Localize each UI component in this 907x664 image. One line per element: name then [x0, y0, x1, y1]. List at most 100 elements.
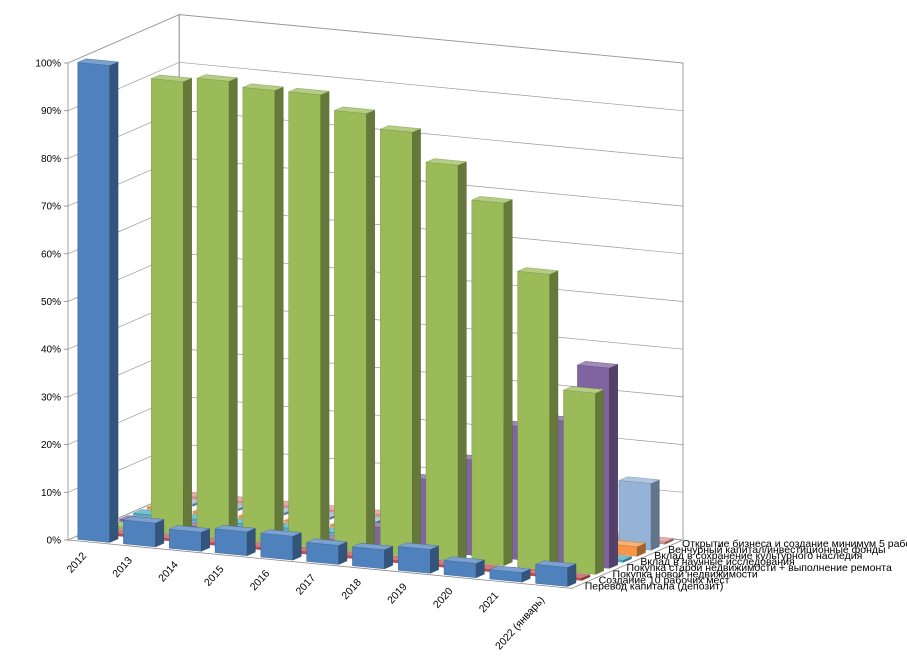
bar-front: [196, 77, 230, 540]
x-category-label: 2012: [65, 550, 90, 576]
bar-side: [412, 128, 421, 558]
bar: [379, 125, 422, 558]
bar-top: [123, 516, 165, 524]
y-tick-label: 60%: [41, 249, 61, 260]
series-label: Покупка старой недвижимости + выполнение…: [626, 562, 892, 574]
bar-side: [430, 545, 439, 574]
bar-top: [379, 125, 422, 133]
bar: [534, 560, 577, 587]
bar-side: [609, 364, 618, 569]
y-tick-label: 30%: [41, 392, 61, 403]
depth-axis-series-labels: Перевод капитала (депозит)Создание 10 ра…: [585, 538, 907, 592]
bar-front: [334, 110, 367, 553]
bar-top: [242, 83, 284, 91]
y-axis-ticks: 0% 10% 20% 30% 40% 50% 60% 70% 80% 90% 100%: [35, 59, 68, 547]
bar: [168, 525, 210, 552]
bars: [76, 58, 675, 587]
bar-top: [489, 565, 531, 573]
bar: [562, 386, 605, 575]
bar-top: [260, 529, 303, 537]
bar-top: [351, 542, 394, 551]
bar-top: [471, 196, 513, 204]
bar-top: [398, 542, 440, 550]
bar-top: [618, 476, 661, 484]
bar-top: [288, 87, 330, 96]
y-tick-label: 10%: [41, 488, 61, 499]
x-category-label: 2015: [202, 563, 227, 589]
bar-front: [242, 87, 276, 544]
x-category-label: 2017: [294, 572, 319, 598]
series-label: Создание 10 рабочих мест: [599, 574, 730, 586]
bar-front: [517, 270, 550, 571]
bar: [214, 524, 257, 557]
y-tick-label: 90%: [41, 106, 61, 117]
y-tick-label: 20%: [41, 440, 61, 451]
series-label: Открытие бизнеса и создание минимум 5 ра…: [682, 538, 907, 550]
bar-front: [352, 546, 385, 570]
x-category-label: 2020: [431, 585, 456, 611]
bar-side: [503, 199, 513, 566]
bar: [425, 158, 468, 562]
bar-top: [150, 74, 192, 82]
bar-top: [534, 560, 577, 568]
bar-top: [76, 58, 119, 66]
bar-side: [274, 86, 284, 544]
bar-side: [320, 90, 330, 549]
series-label: Вклад в научные исследования: [640, 556, 794, 568]
bar-top: [334, 106, 376, 114]
x-category-label: 2016: [248, 568, 273, 594]
bar: [443, 556, 486, 579]
x-category-label: 2018: [339, 576, 364, 602]
bar: [288, 87, 330, 549]
bar-front: [123, 519, 156, 548]
bar: [334, 106, 376, 553]
bar-front: [425, 161, 459, 562]
series-label: Вклад в сохранение культурного наследия: [654, 550, 862, 562]
bar-top: [214, 524, 257, 533]
bar-front: [380, 128, 413, 558]
bar-side: [201, 528, 210, 552]
bar-front: [214, 528, 248, 556]
series-label: Покупка новой недвижимости: [613, 568, 758, 580]
bar: [242, 83, 284, 544]
bar-side: [567, 563, 577, 587]
bar: [196, 74, 239, 540]
bar-side: [292, 532, 302, 561]
y-tick-label: 70%: [41, 202, 61, 213]
bar-front: [398, 546, 431, 574]
bar-side: [549, 270, 559, 571]
bar: [398, 542, 440, 574]
bar: [517, 267, 559, 571]
bar-top: [168, 525, 210, 533]
x-category-label: 2021: [477, 590, 502, 616]
y-tick-label: 50%: [41, 297, 61, 308]
bar-front: [306, 542, 339, 565]
x-category-label: 2022 (январь): [493, 594, 547, 652]
bar-side: [650, 479, 660, 551]
bar-front: [260, 532, 294, 561]
bar-top: [305, 538, 348, 546]
bar-front: [535, 564, 568, 587]
bar-front: [618, 480, 652, 551]
bar: [471, 196, 513, 566]
bar: [260, 529, 303, 561]
y-tick-label: 100%: [35, 59, 61, 70]
y-tick-label: 80%: [41, 154, 61, 165]
bar-top: [562, 386, 605, 394]
bar-side: [228, 77, 238, 540]
bar-side: [155, 519, 165, 548]
bar-top: [443, 556, 486, 564]
bar-side: [246, 527, 256, 557]
bar-front: [563, 389, 596, 575]
bar-top: [196, 74, 239, 82]
bar-side: [183, 77, 192, 536]
bar: [123, 516, 165, 548]
bar: [76, 58, 119, 543]
bar: [305, 538, 348, 565]
y-tick-label: 40%: [41, 345, 61, 356]
bar-side: [338, 541, 348, 565]
bar: [150, 74, 192, 536]
bar: [489, 565, 531, 583]
bar-side: [384, 545, 393, 570]
